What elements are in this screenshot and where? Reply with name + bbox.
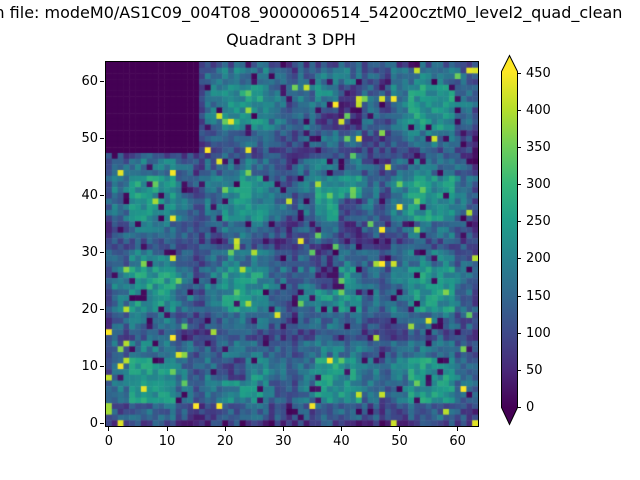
y-tick-mark bbox=[100, 365, 104, 367]
y-tick-mark bbox=[100, 195, 104, 197]
colorbar-tick-mark bbox=[517, 295, 521, 297]
y-tick-label: 10 bbox=[81, 358, 98, 374]
y-tick-label: 60 bbox=[81, 74, 98, 90]
colorbar-tick-mark bbox=[517, 184, 521, 186]
y-tick-mark bbox=[100, 422, 104, 424]
y-tick-label: 30 bbox=[81, 245, 98, 261]
colorbar-tick-mark bbox=[517, 258, 521, 260]
x-tick-mark bbox=[224, 427, 226, 431]
colorbar-tick-mark bbox=[517, 221, 521, 223]
colorbar-tick-mark bbox=[517, 147, 521, 148]
colorbar-tick-label: 300 bbox=[526, 177, 551, 193]
colorbar-tick-label: 400 bbox=[526, 102, 551, 118]
suptitle-filename: m file: modeM0/AS1C09_004T08_9000006514_… bbox=[0, 3, 623, 22]
y-tick-mark bbox=[100, 138, 104, 140]
y-tick-label: 40 bbox=[81, 188, 98, 204]
colorbar-tick-label: 200 bbox=[526, 251, 551, 267]
colorbar-tick-label: 0 bbox=[526, 400, 535, 415]
x-tick-mark bbox=[108, 427, 110, 431]
colorbar-tick-mark bbox=[517, 72, 521, 74]
x-tick-label: 20 bbox=[216, 434, 234, 449]
colorbar-tick-label: 100 bbox=[526, 325, 551, 341]
colorbar-gradient bbox=[501, 54, 518, 426]
y-tick-mark bbox=[100, 252, 104, 254]
x-tick-mark bbox=[399, 427, 401, 431]
x-tick-mark bbox=[166, 427, 168, 431]
y-tick-label: 20 bbox=[81, 301, 98, 317]
colorbar-bar bbox=[501, 54, 518, 426]
y-tick-mark bbox=[100, 81, 104, 83]
colorbar-tick-mark bbox=[517, 332, 521, 334]
x-tick-mark bbox=[340, 427, 342, 431]
colorbar-tick-label: 350 bbox=[526, 140, 551, 155]
colorbar-tick-label: 250 bbox=[526, 214, 551, 230]
x-tick-mark bbox=[282, 427, 284, 431]
heatmap-canvas bbox=[106, 62, 478, 426]
colorbar-tick-mark bbox=[517, 369, 521, 371]
colorbar-tick-mark bbox=[517, 109, 521, 111]
colorbar-tick-label: 450 bbox=[526, 65, 551, 81]
y-tick-mark bbox=[100, 308, 104, 310]
x-tick-label: 30 bbox=[275, 434, 292, 449]
colorbar-tick-label: 50 bbox=[526, 362, 543, 378]
x-tick-label: 0 bbox=[104, 434, 114, 449]
x-tick-mark bbox=[457, 427, 459, 431]
x-tick-label: 40 bbox=[333, 434, 350, 449]
x-tick-label: 50 bbox=[391, 434, 408, 449]
x-tick-label: 60 bbox=[449, 434, 466, 449]
y-tick-label: 0 bbox=[89, 415, 98, 431]
plot-title: Quadrant 3 DPH bbox=[226, 30, 356, 49]
colorbar-tick-mark bbox=[517, 407, 521, 408]
x-tick-label: 10 bbox=[158, 434, 176, 449]
y-tick-label: 50 bbox=[81, 131, 98, 147]
colorbar-tick-label: 150 bbox=[526, 288, 551, 304]
colorbar bbox=[500, 54, 522, 428]
plot-area bbox=[105, 61, 479, 427]
